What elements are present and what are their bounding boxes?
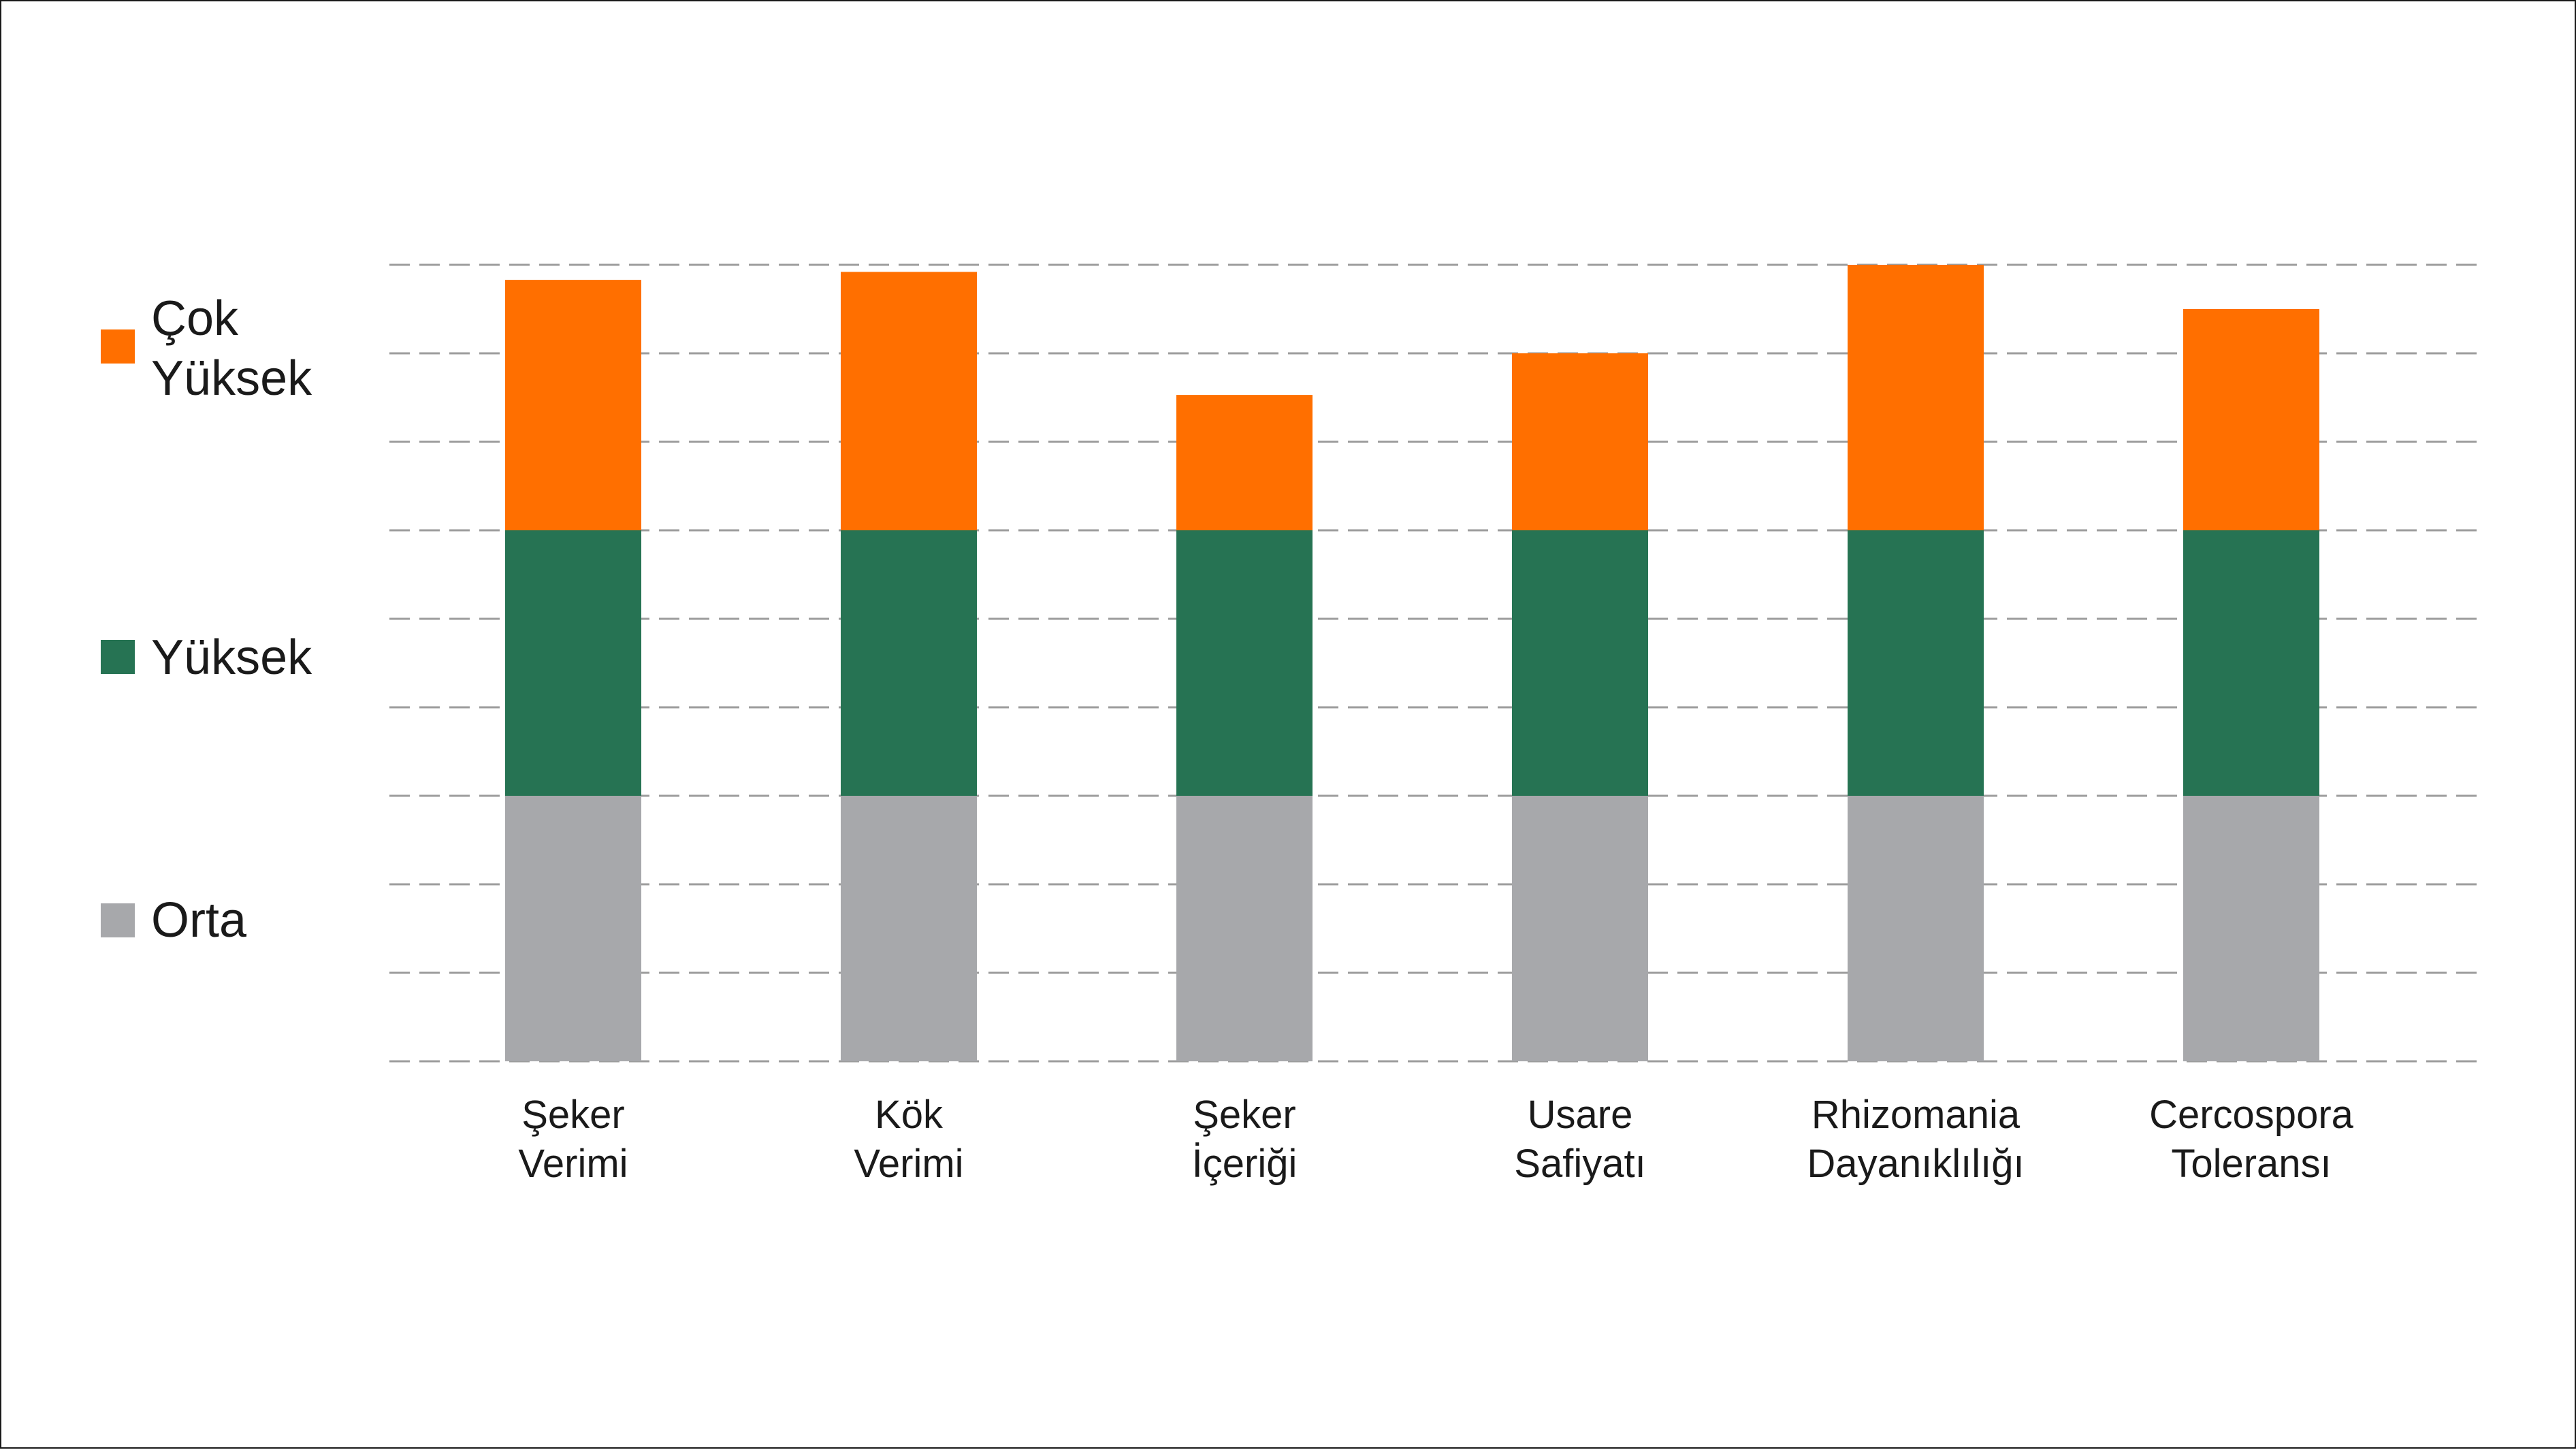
legend-swatch-2 bbox=[101, 640, 135, 674]
x-tick-label-4-line-2: Safiyatı bbox=[1514, 1142, 1645, 1186]
bar-1-segment-çok-yüksek bbox=[505, 280, 641, 530]
legend-label-1-line-2: Yüksek bbox=[151, 351, 312, 406]
bar-6-segment-çok-yüksek bbox=[2183, 309, 2319, 530]
legend-swatch-3 bbox=[101, 903, 135, 937]
legend-label-2-line-1: Yüksek bbox=[151, 630, 312, 685]
x-tick-label-2-line-1: Kök bbox=[875, 1093, 944, 1137]
bar-1-segment-orta bbox=[505, 796, 641, 1061]
gridlines bbox=[389, 263, 2479, 1063]
x-tick-label-1-line-1: Şeker bbox=[521, 1093, 625, 1137]
x-tick-label-5-line-2: Dayanıklılığı bbox=[1807, 1142, 2024, 1186]
legend-swatch-1 bbox=[101, 329, 135, 364]
bar-4-segment-orta bbox=[1512, 796, 1648, 1061]
x-tick-label-3-line-1: Şeker bbox=[1193, 1093, 1296, 1137]
bars bbox=[505, 265, 2319, 1061]
bar-2-segment-orta bbox=[841, 796, 977, 1061]
bar-2-segment-yüksek bbox=[841, 530, 977, 796]
legend-label-3-line-1: Orta bbox=[151, 893, 247, 948]
bar-4-segment-çok-yüksek bbox=[1512, 353, 1648, 530]
bar-1-segment-yüksek bbox=[505, 530, 641, 796]
legend-label-1-line-1: Çok bbox=[151, 291, 239, 346]
x-tick-label-1-line-2: Verimi bbox=[518, 1142, 628, 1186]
bar-6-segment-yüksek bbox=[2183, 530, 2319, 796]
bar-5-segment-yüksek bbox=[1848, 530, 1984, 796]
x-tick-label-6-line-1: Cercospora bbox=[2149, 1093, 2354, 1137]
bar-6-segment-orta bbox=[2183, 796, 2319, 1061]
x-tick-label-5-line-1: Rhizomania bbox=[1812, 1093, 2020, 1137]
x-tick-label-4-line-1: Usare bbox=[1528, 1093, 1633, 1137]
x-axis-tick-labels: Şeker Verimi Kök Verimi Şeker İçeriği Usare Saf… bbox=[518, 1093, 2353, 1186]
x-tick-label-3-line-2: İçeriği bbox=[1192, 1142, 1298, 1186]
bar-5-segment-çok-yüksek bbox=[1848, 265, 1984, 530]
bar-3-segment-yüksek bbox=[1176, 530, 1313, 796]
bar-3-segment-orta bbox=[1176, 796, 1313, 1061]
bar-3-segment-çok-yüksek bbox=[1176, 395, 1313, 530]
x-tick-label-6-line-2: Toleransı bbox=[2171, 1142, 2331, 1186]
bar-2-segment-çok-yüksek bbox=[841, 272, 977, 530]
x-tick-label-2-line-2: Verimi bbox=[854, 1142, 963, 1186]
bar-4-segment-yüksek bbox=[1512, 530, 1648, 796]
bar-5-segment-orta bbox=[1848, 796, 1984, 1061]
